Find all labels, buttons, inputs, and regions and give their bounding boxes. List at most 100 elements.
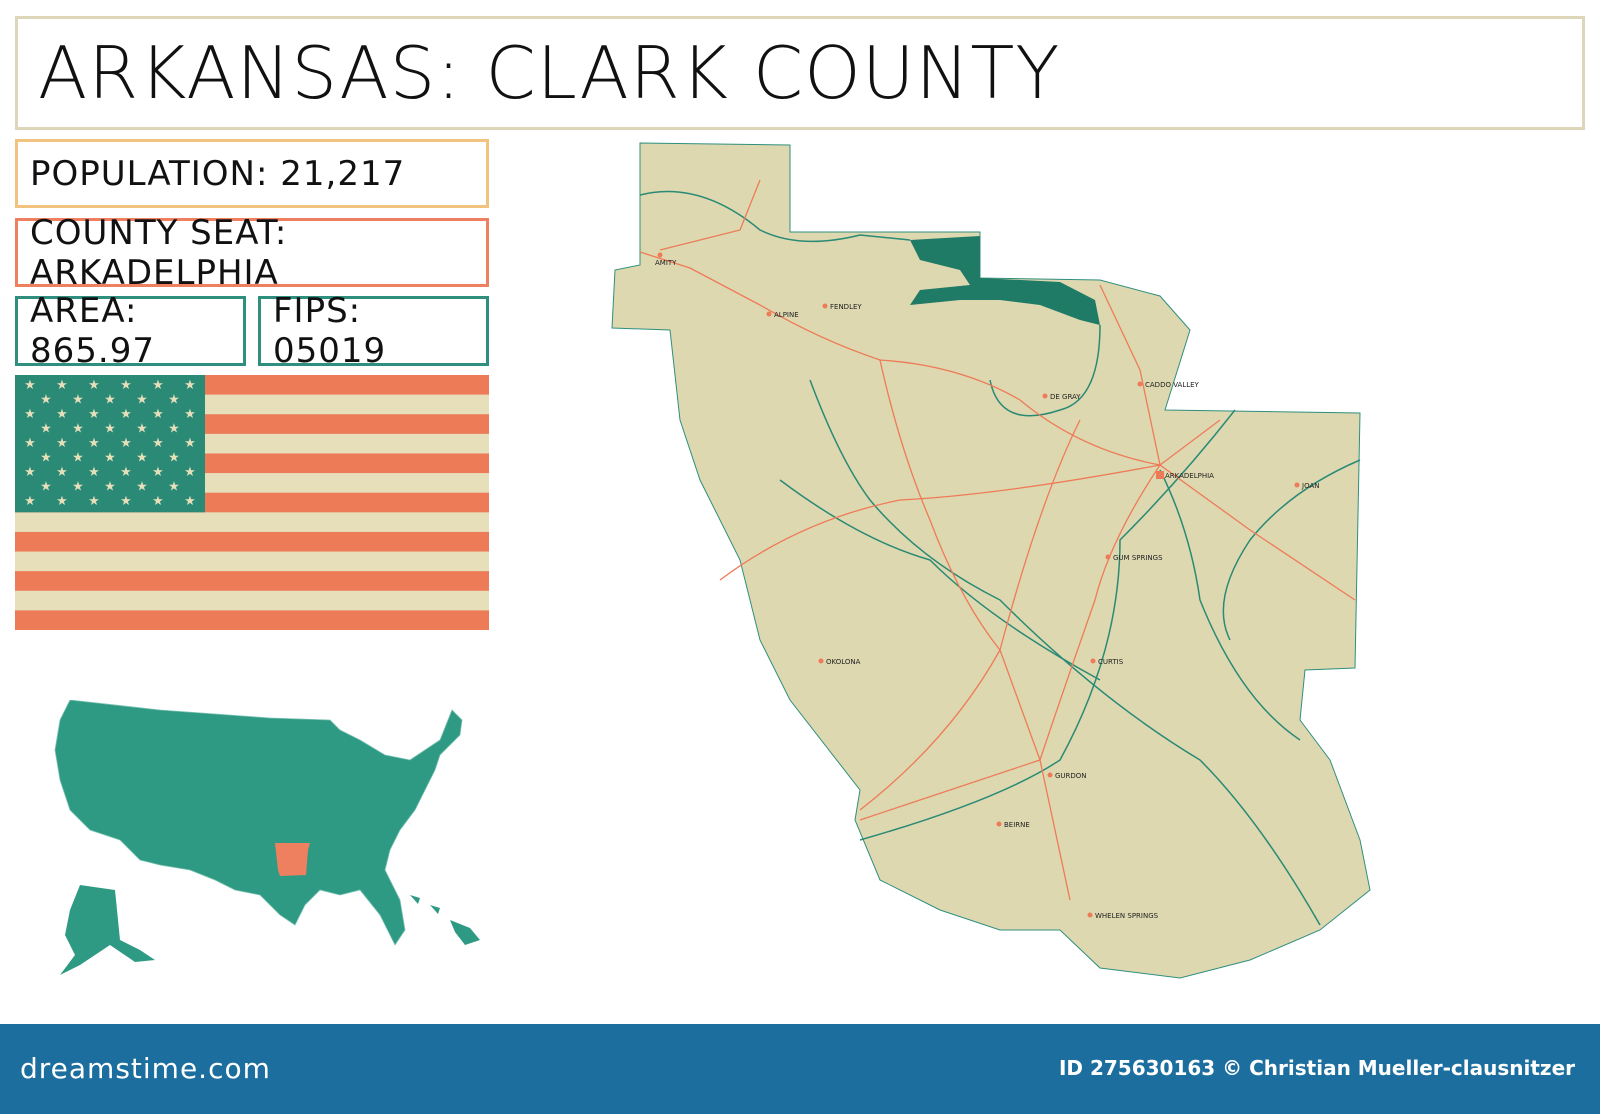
population-box: POPULATION: 21,217	[15, 139, 489, 208]
county-outline	[611, 142, 1371, 979]
star-icon: ★	[72, 422, 84, 437]
star-icon: ★	[104, 422, 116, 437]
town-label: CADDO VALLEY	[1145, 381, 1200, 389]
star-icon: ★	[88, 378, 100, 393]
flag-stripe	[15, 512, 489, 533]
star-icon: ★	[88, 465, 100, 480]
town-label: DE GRAY	[1050, 393, 1081, 401]
star-icon: ★	[184, 378, 196, 393]
star-icon: ★	[120, 378, 132, 393]
town-marker	[1087, 912, 1093, 918]
footer-bar: dreamstime.com ID 275630163 © Christian …	[0, 1024, 1600, 1114]
flag-stripe	[15, 551, 489, 572]
flag-stripe	[15, 590, 489, 611]
star-icon: ★	[136, 451, 148, 466]
town-marker	[1105, 554, 1111, 560]
star-icon: ★	[56, 465, 68, 480]
area-box: AREA: 865.97	[15, 291, 246, 371]
star-icon: ★	[72, 480, 84, 495]
town-marker	[996, 821, 1002, 827]
map-title: ARKANSAS: CLARK COUNTY	[15, 16, 1585, 130]
star-icon: ★	[88, 407, 100, 422]
star-icon: ★	[88, 494, 100, 509]
fips-box: FIPS: 05019	[258, 291, 489, 371]
star-icon: ★	[72, 451, 84, 466]
star-icon: ★	[184, 494, 196, 509]
star-icon: ★	[24, 494, 36, 509]
us-flag: ★ ★ ★ ★ ★ ★ ★ ★ ★ ★ ★ ★ ★ ★ ★ ★ ★ ★ ★ ★ ★ ★ ★ ★ ★ ★ ★ ★ ★ ★ ★ ★ ★ ★ ★ ★ ★ ★ ★ ★…	[15, 375, 489, 630]
star-icon: ★	[152, 378, 164, 393]
town-label: FENDLEY	[830, 303, 862, 311]
flag-canton	[15, 375, 205, 513]
star-icon: ★	[104, 451, 116, 466]
star-icon: ★	[56, 436, 68, 451]
star-icon: ★	[40, 393, 52, 408]
rivers	[639, 190, 1361, 926]
star-icon: ★	[152, 407, 164, 422]
roads	[639, 179, 1356, 901]
star-icon: ★	[152, 465, 164, 480]
town-marker	[1137, 381, 1143, 387]
star-icon: ★	[120, 407, 132, 422]
flag-stripe	[15, 610, 489, 630]
flag-stripe	[15, 571, 489, 592]
hawaii	[410, 895, 480, 945]
star-icon: ★	[136, 480, 148, 495]
county-seat-box: COUNTY SEAT: ARKADELPHIA	[15, 213, 489, 293]
star-icon: ★	[168, 393, 180, 408]
degray-lake	[910, 236, 1100, 325]
town-label: WHELEN SPRINGS	[1095, 912, 1159, 920]
flag-stripe	[15, 531, 489, 553]
town-marker	[766, 311, 772, 317]
star-icon: ★	[152, 436, 164, 451]
town-label: OKOLONA	[826, 658, 861, 666]
star-icon: ★	[56, 378, 68, 393]
town-marker	[1090, 658, 1096, 664]
star-icon: ★	[24, 465, 36, 480]
town-label: ARKADELPHIA	[1165, 472, 1214, 480]
star-icon: ★	[136, 393, 148, 408]
star-icon: ★	[88, 436, 100, 451]
star-icon: ★	[184, 436, 196, 451]
us-locator-map	[54, 700, 480, 975]
town-marker	[1042, 393, 1048, 399]
town-label: GUM SPRINGS	[1113, 554, 1163, 562]
star-icon: ★	[56, 407, 68, 422]
town-label: BEIRNE	[1004, 821, 1030, 829]
town-marker	[822, 303, 828, 309]
town-marker	[1156, 471, 1164, 479]
star-icon: ★	[120, 465, 132, 480]
town-marker	[1294, 482, 1300, 488]
town-label: ALPINE	[774, 311, 799, 319]
star-icon: ★	[24, 407, 36, 422]
alaska	[60, 885, 155, 975]
arkansas-highlight	[275, 843, 310, 876]
us-mainland	[54, 700, 463, 946]
star-icon: ★	[152, 494, 164, 509]
town-label: AMITY	[655, 259, 677, 267]
star-icon: ★	[40, 480, 52, 495]
star-icon: ★	[40, 451, 52, 466]
town-labels: AMITY ALPINE FENDLEY DE GRAY CADDO VALLEY ARK…	[655, 252, 1319, 920]
star-icon: ★	[136, 422, 148, 437]
town-marker	[818, 658, 824, 664]
star-icon: ★	[24, 378, 36, 393]
star-icon: ★	[184, 407, 196, 422]
star-icon: ★	[56, 494, 68, 509]
star-icon: ★	[168, 422, 180, 437]
star-icon: ★	[120, 436, 132, 451]
star-icon: ★	[168, 451, 180, 466]
town-label: JOAN	[1301, 482, 1319, 490]
star-icon: ★	[168, 480, 180, 495]
star-icon: ★	[104, 393, 116, 408]
town-label: CURTIS	[1098, 658, 1124, 666]
star-icon: ★	[40, 422, 52, 437]
dreamstime-logo[interactable]: dreamstime.com	[20, 1052, 271, 1085]
star-icon: ★	[72, 393, 84, 408]
image-credit: ID 275630163 © Christian Mueller-clausni…	[1058, 1056, 1575, 1080]
town-label: GURDON	[1055, 772, 1087, 780]
star-icon: ★	[104, 480, 116, 495]
town-marker	[1047, 772, 1053, 778]
star-icon: ★	[184, 465, 196, 480]
star-icon: ★	[24, 436, 36, 451]
